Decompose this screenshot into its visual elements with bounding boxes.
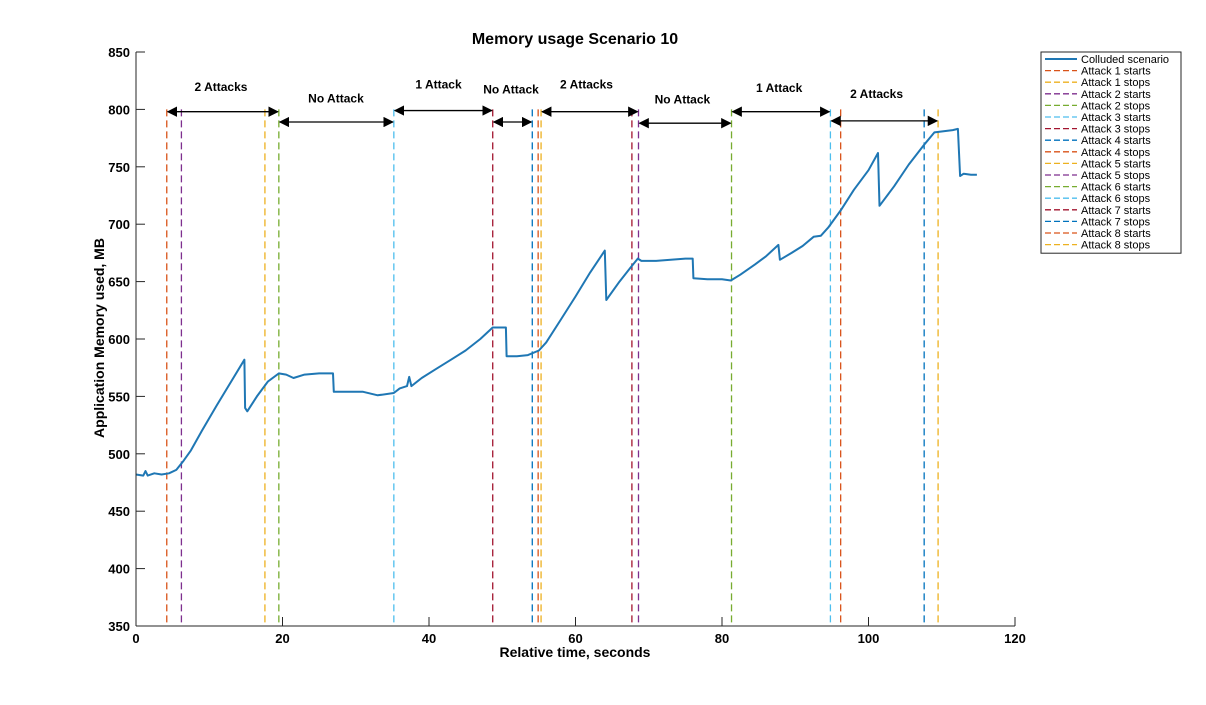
legend-label: Attack 5 stops: [1081, 170, 1151, 182]
x-tick-label: 40: [422, 631, 436, 646]
series-line-1: [135, 127, 977, 477]
legend-label: Attack 1 starts: [1081, 66, 1151, 78]
legend-box: [1040, 51, 1182, 254]
legend-label: Attack 6 stops: [1081, 193, 1151, 205]
annotation-label-3: 1 Attack: [415, 78, 462, 92]
x-tick-label: 80: [715, 631, 729, 646]
annotation-label-4: No Attack: [483, 82, 539, 96]
y-axis-label: Application Memory used, MB: [91, 238, 107, 438]
y-tick-label: 850: [108, 45, 130, 60]
annotation-label-1: 2 Attacks: [195, 80, 248, 94]
annotation-label-6: No Attack: [655, 93, 711, 107]
chart-title: Memory usage Scenario 10: [472, 31, 678, 48]
y-tick-label: 500: [108, 447, 130, 462]
legend-label: Colluded scenario: [1081, 54, 1169, 66]
y-tick-label: 350: [108, 619, 130, 634]
legend-label: Attack 2 starts: [1081, 89, 1151, 101]
legend-label: Attack 3 stops: [1081, 124, 1151, 136]
legend-label: Attack 4 stops: [1081, 147, 1151, 159]
legend-label: Attack 8 stops: [1081, 240, 1151, 252]
annotation-label-2: No Attack: [308, 92, 364, 106]
legend-label: Attack 1 stops: [1081, 77, 1151, 89]
legend-label: Attack 4 starts: [1081, 135, 1151, 147]
y-tick-label: 400: [108, 562, 130, 577]
axes: 0 20 40 60 80 100 120 350 400 450 500 550 600 650 700 7…: [108, 45, 1026, 646]
x-tick-label: 0: [132, 631, 139, 646]
series-lines: [135, 127, 977, 477]
y-tick-label: 450: [108, 504, 130, 519]
legend-label: Attack 7 starts: [1081, 205, 1151, 217]
legend-label: Attack 5 starts: [1081, 158, 1151, 170]
legend-label: Attack 3 starts: [1081, 112, 1151, 124]
attack-marker-lines: [166, 109, 939, 626]
annotation-label-8: 2 Attacks: [850, 87, 903, 101]
y-tick-label: 600: [108, 332, 130, 347]
x-axis-label: Relative time, seconds: [500, 644, 651, 660]
legend-label: Attack 2 stops: [1081, 100, 1151, 112]
y-tick-label: 800: [108, 102, 130, 117]
x-tick-label: 100: [858, 631, 880, 646]
annotation-label-7: 1 Attack: [756, 81, 803, 95]
x-tick-label: 60: [568, 631, 582, 646]
legend-label: Attack 6 starts: [1081, 182, 1151, 194]
x-tick-label: 120: [1004, 631, 1026, 646]
y-tick-label: 650: [108, 275, 130, 290]
annotations: 2 Attacks No Attack 1 Attack No Attack 2 Att…: [166, 78, 939, 129]
y-tick-label: 700: [108, 217, 130, 232]
y-tick-label: 550: [108, 389, 130, 404]
annotation-label-5: 2 Attacks: [560, 78, 613, 92]
y-tick-label: 750: [108, 160, 130, 175]
x-tick-label: 20: [275, 631, 289, 646]
legend-label: Attack 8 starts: [1081, 228, 1151, 240]
legend-label: Attack 7 stops: [1081, 216, 1151, 228]
